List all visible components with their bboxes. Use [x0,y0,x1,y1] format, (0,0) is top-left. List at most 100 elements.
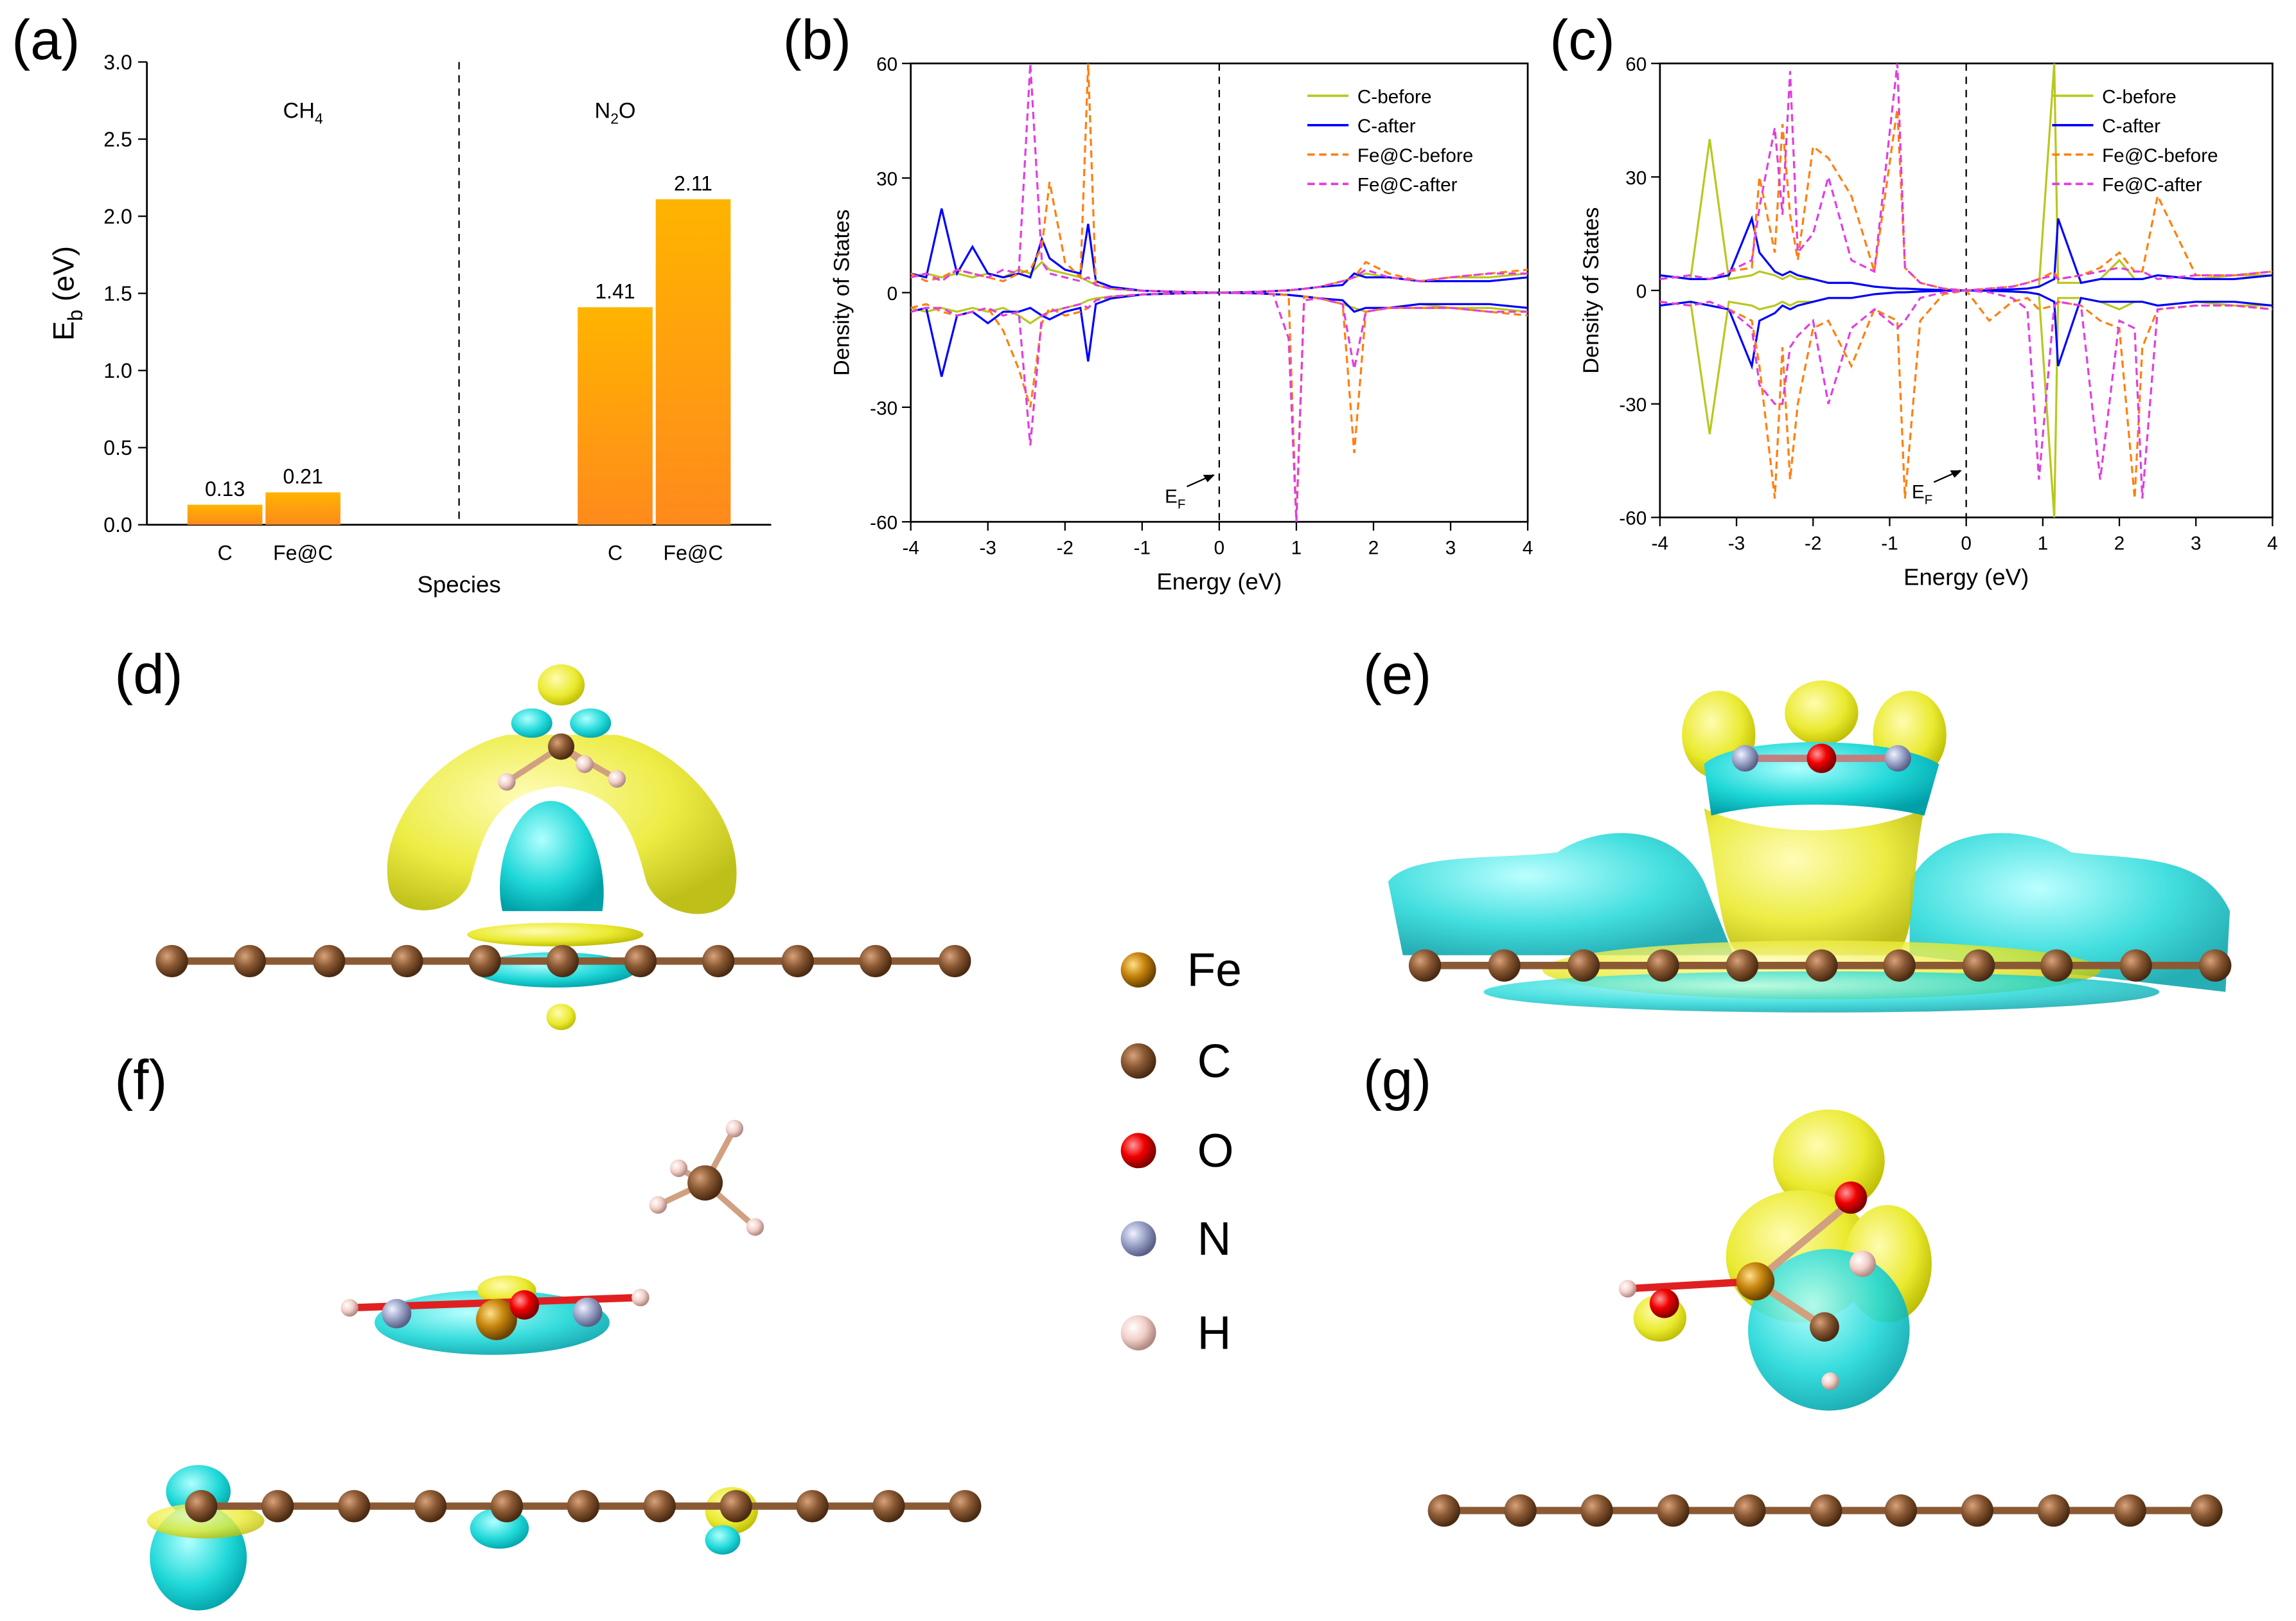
x-tick-label: -4 [1652,533,1668,554]
dos-line [1659,289,2273,370]
x-tick-label: 3 [2191,533,2202,554]
x-tick-label: -3 [1728,533,1745,554]
value-label: 0.21 [283,465,322,488]
y-tick-label: 0 [1636,281,1647,302]
legend-label: H [1197,1307,1232,1360]
panel-label: (f) [114,1049,167,1112]
dos-line [1659,289,2273,499]
subscript: 4 [315,111,323,127]
legend-label: Fe@C-before [1357,145,1473,166]
x-tick-label: C [218,542,233,565]
structure-g [1427,1109,2223,1527]
x-tick-label: 2 [1368,537,1379,558]
x-tick-label: 4 [2267,533,2278,554]
y-tick-label: 0.5 [103,436,132,459]
y-axis-label: Density of States [830,209,854,376]
dos-line [1659,63,2273,292]
legend-atom [1120,1043,1156,1079]
x-tick-label: C [608,542,623,565]
annotation: EF [1165,486,1185,511]
value-label: 1.41 [595,279,635,303]
y-tick-label: 0.0 [103,513,132,536]
panel-label: (d) [114,644,182,706]
x-tick-label: 4 [1523,537,1533,558]
bar [655,199,731,525]
y-tick-label: -60 [1619,508,1647,529]
x-tick-label: -1 [1134,537,1151,558]
subscript: b [64,310,87,321]
group-text: N [594,98,610,123]
y-axis-label: Density of States [1579,207,1603,373]
panel-label: (c) [1550,9,1614,71]
legend-label: C-after [2102,116,2160,137]
x-tick-label: 1 [2038,533,2049,554]
legend-label: C [1197,1035,1232,1088]
y-tick-label: -30 [1619,394,1647,416]
y-tick-label: -60 [870,513,897,534]
x-tick-label: -1 [1881,533,1898,554]
bar [187,504,263,525]
panel-label: (g) [1363,1049,1431,1112]
legend-label: Fe@C-after [2102,175,2202,196]
y-tick-label: 3.0 [103,51,132,74]
y-tick-label: 1.0 [103,359,132,382]
legend-atom [1120,1133,1156,1169]
dos-line [910,291,1528,522]
subscript: F [1178,497,1186,512]
dos-line [1659,215,2273,292]
y-tick-label: 2.0 [103,205,132,228]
y-axis-label: Eb (eV) [47,246,87,341]
y-label-text: (eV) [47,246,80,310]
annotation-arrowhead [1950,470,1962,478]
x-axis-label: Energy (eV) [1903,564,2029,590]
panel-label: (e) [1363,644,1431,706]
y-tick-label: 30 [1625,168,1647,189]
legend-label: Fe [1187,944,1242,997]
y-tick-label: 0 [887,283,898,305]
x-axis-label: Species [418,571,501,598]
x-tick-label: -2 [1057,537,1073,558]
dos-line [1659,289,2273,499]
legend-label: O [1197,1124,1234,1177]
y-label-text: E [47,321,80,341]
legend-atom [1120,1315,1156,1351]
atom-legend: Fe C O N H [1120,944,1242,1360]
y-tick-label: 60 [1625,54,1647,75]
subscript: F [1925,493,1933,508]
legend-label: Fe@C-before [2102,145,2218,166]
bar [578,307,653,525]
y-tick-label: 2.5 [103,128,132,151]
value-label: 0.13 [205,477,245,500]
annotation-text: E [1912,482,1925,503]
structure-e [1388,680,2232,1013]
x-tick-label: 1 [1291,537,1302,558]
x-tick-label: 0 [1961,533,1972,554]
bar [265,492,340,525]
legend-atom [1120,952,1156,988]
x-tick-label: -4 [902,537,919,558]
structure-f [146,1119,982,1611]
x-tick-label: -3 [980,537,996,558]
group-text: O [619,98,636,123]
legend-label: C-after [1357,116,1416,137]
group-label: CH4 [283,98,323,127]
x-tick-label: 3 [1445,537,1456,558]
subscript: 2 [610,111,619,127]
y-tick-label: 30 [876,169,897,190]
panel-label: (b) [783,9,851,71]
y-tick-label: -30 [870,398,897,419]
legend-label: C-before [1357,86,1432,107]
group-label: N2O [594,98,635,127]
value-label: 2.11 [674,172,712,195]
y-tick-label: 1.5 [103,282,132,305]
x-tick-label: Fe@C [664,542,723,565]
group-text: CH [283,98,315,123]
x-tick-label: 0 [1214,537,1225,558]
panel-label: (a) [12,9,80,71]
legend-label: C-before [2102,86,2177,107]
x-tick-label: Fe@C [273,542,333,565]
legend-label: Fe@C-after [1357,175,1458,196]
structure-d [155,664,971,1031]
